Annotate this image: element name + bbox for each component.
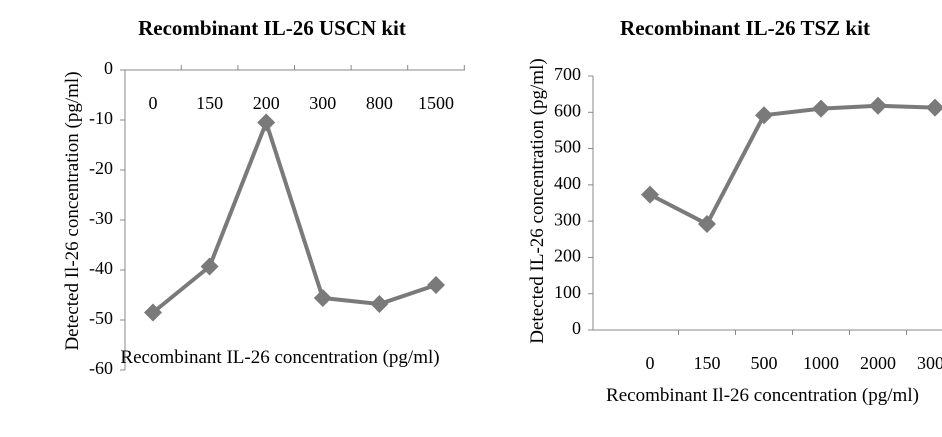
y-tick-label: 100	[554, 282, 581, 302]
data-marker	[869, 96, 887, 115]
y-tick-label: 200	[554, 246, 581, 266]
y-tick-label: 400	[554, 173, 581, 193]
x-tick-label: 1000	[803, 353, 839, 373]
data-marker	[370, 295, 389, 313]
chart-title: Recombinant IL-26 USCN kit	[138, 16, 406, 40]
chart-title: Recombinant IL-26 TSZ kit	[620, 16, 870, 40]
data-marker	[257, 113, 276, 132]
x-tick-label: 500	[751, 353, 778, 373]
y-tick-label: -40	[89, 258, 113, 278]
x-tick-label: 300	[309, 93, 336, 113]
y-axis-title: Detected Il-26 concentration (pg/ml)	[62, 71, 83, 351]
x-tick-label: 0	[149, 93, 158, 113]
data-marker	[200, 257, 219, 276]
series-line	[151, 120, 437, 315]
data-marker	[313, 289, 332, 307]
y-tick-label: 500	[554, 137, 581, 157]
data-marker	[427, 276, 445, 294]
data-marker	[755, 106, 773, 125]
y-tick-label: 0	[572, 318, 581, 338]
data-marker	[144, 303, 162, 322]
y-tick-label: 0	[104, 58, 113, 78]
x-axis-title: Recombinant IL-26 concentration (pg/ml)	[120, 347, 440, 368]
y-tick-label: 700	[554, 64, 581, 84]
data-marker	[812, 99, 830, 118]
y-tick-label: -10	[89, 108, 113, 128]
series-line	[649, 103, 936, 227]
x-tick-label: 0	[646, 353, 655, 373]
y-axis-title: Detected IL-26 concentration (pg/ml)	[527, 58, 548, 344]
x-tick-label: 3000	[917, 353, 942, 373]
y-tick-label: -60	[89, 358, 113, 378]
x-tick-label: 150	[196, 93, 223, 113]
data-marker	[926, 98, 942, 117]
y-tick-label: 300	[554, 209, 581, 229]
x-axis-title: Recombinant Il-26 concentration (pg/ml)	[606, 385, 919, 406]
x-tick-label: 800	[366, 93, 393, 113]
x-tick-label: 150	[694, 353, 721, 373]
y-tick-label: 600	[554, 100, 581, 120]
y-tick-label: -30	[89, 208, 113, 228]
y-tick-label: -20	[89, 158, 113, 178]
x-tick-label: 2000	[860, 353, 896, 373]
x-tick-label: 200	[253, 93, 280, 113]
x-tick-label: 1500	[418, 93, 454, 113]
data-marker	[698, 215, 716, 234]
y-tick-label: -50	[89, 308, 113, 328]
data-marker	[641, 185, 659, 204]
